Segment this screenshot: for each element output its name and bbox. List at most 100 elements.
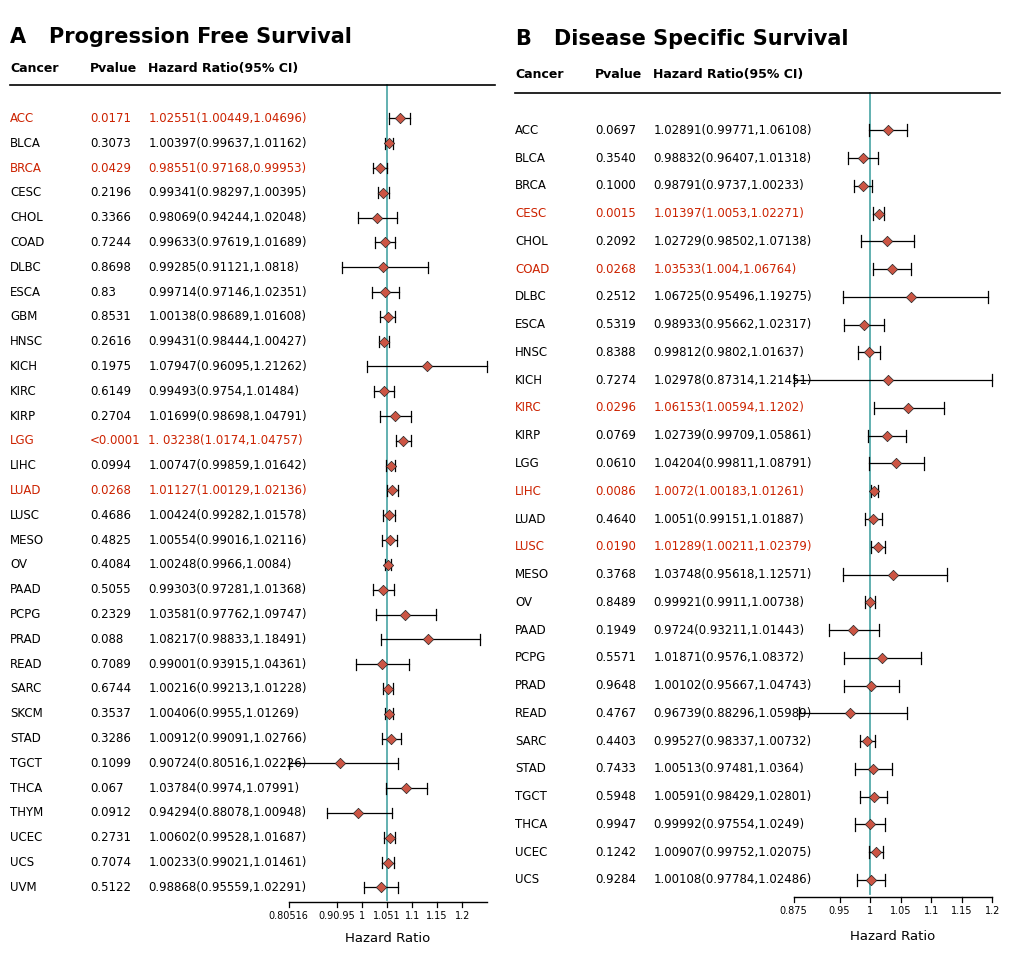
Text: CESC: CESC: [10, 186, 42, 199]
Text: 0.7089: 0.7089: [90, 658, 130, 670]
Point: [877, 428, 894, 443]
Text: LUAD: LUAD: [10, 484, 42, 497]
Text: 0.4767: 0.4767: [594, 707, 636, 720]
Text: 0.0015: 0.0015: [594, 207, 635, 220]
Text: 1.07947(0.96095,1.21262): 1.07947(0.96095,1.21262): [148, 360, 307, 373]
Text: Hazard Ratio(95% CI): Hazard Ratio(95% CI): [148, 62, 299, 76]
Text: 0.7074: 0.7074: [90, 856, 131, 869]
Text: 0.94294(0.88078,1.00948): 0.94294(0.88078,1.00948): [148, 807, 306, 820]
Text: SARC: SARC: [10, 683, 42, 695]
Text: 0.5571: 0.5571: [594, 651, 635, 665]
Point: [878, 123, 895, 138]
Text: 0.4084: 0.4084: [90, 558, 130, 572]
Point: [375, 582, 391, 597]
Text: 0.8531: 0.8531: [90, 311, 130, 323]
Text: 1.00513(0.97481,1.0364): 1.00513(0.97481,1.0364): [652, 762, 803, 776]
Point: [899, 400, 915, 415]
Text: KIRP: KIRP: [515, 430, 541, 442]
Text: 0.875: 0.875: [780, 906, 807, 917]
Text: SARC: SARC: [515, 735, 546, 748]
Text: 0.99431(0.98444,1.00427): 0.99431(0.98444,1.00427): [148, 335, 307, 348]
Text: 0.9284: 0.9284: [594, 874, 636, 886]
Point: [394, 433, 411, 449]
Text: 0.1975: 0.1975: [90, 360, 131, 373]
Point: [377, 285, 393, 300]
Point: [380, 507, 396, 523]
Text: 0.5055: 0.5055: [90, 583, 130, 596]
Text: Disease Specific Survival: Disease Specific Survival: [553, 29, 848, 49]
Text: LGG: LGG: [515, 457, 539, 470]
Text: THCA: THCA: [515, 818, 547, 830]
Text: ESCA: ESCA: [515, 318, 545, 331]
Point: [860, 344, 876, 360]
Text: 1.00248(0.9966,1.0084): 1.00248(0.9966,1.0084): [148, 558, 291, 572]
Text: 0.90.95: 0.90.95: [318, 911, 355, 921]
Text: MESO: MESO: [10, 533, 44, 547]
Text: 0.0429: 0.0429: [90, 161, 131, 175]
Point: [418, 359, 434, 374]
Text: 0.3286: 0.3286: [90, 732, 130, 745]
Text: LUSC: LUSC: [515, 540, 544, 553]
Text: 1: 1: [359, 911, 365, 921]
Text: 1.02978(0.87314,1.21451): 1.02978(0.87314,1.21451): [652, 374, 811, 386]
Point: [379, 557, 395, 573]
Text: 1.00102(0.95667,1.04743): 1.00102(0.95667,1.04743): [652, 679, 811, 692]
Text: 0.2092: 0.2092: [594, 235, 636, 247]
Text: 1. 03238(1.0174,1.04757): 1. 03238(1.0174,1.04757): [148, 434, 303, 448]
Text: READ: READ: [10, 658, 43, 670]
Text: 1.2: 1.2: [454, 911, 470, 921]
Text: Cancer: Cancer: [10, 62, 59, 76]
Text: 0.99285(0.91121,1.0818): 0.99285(0.91121,1.0818): [148, 261, 299, 273]
Text: 0.98551(0.97168,0.99953): 0.98551(0.97168,0.99953): [148, 161, 306, 175]
Text: STAD: STAD: [515, 762, 545, 776]
Text: 1.02739(0.99709,1.05861): 1.02739(0.99709,1.05861): [652, 430, 811, 442]
Text: 0.0171: 0.0171: [90, 112, 131, 125]
Text: BLCA: BLCA: [10, 137, 41, 150]
Point: [396, 607, 413, 622]
Text: 1.00602(0.99528,1.01687): 1.00602(0.99528,1.01687): [148, 831, 307, 844]
Text: 0.3768: 0.3768: [594, 568, 635, 581]
Text: COAD: COAD: [515, 263, 549, 275]
Text: LGG: LGG: [10, 434, 35, 448]
Text: 0.9947: 0.9947: [594, 818, 636, 830]
Point: [369, 210, 385, 225]
Text: 1.02891(0.99771,1.06108): 1.02891(0.99771,1.06108): [652, 124, 811, 137]
Point: [858, 734, 874, 749]
Text: 1.00554(0.99016,1.02116): 1.00554(0.99016,1.02116): [148, 533, 307, 547]
Point: [380, 135, 396, 151]
Text: B: B: [515, 29, 531, 49]
Text: 1.02729(0.98502,1.07138): 1.02729(0.98502,1.07138): [652, 235, 811, 247]
Text: 0.0268: 0.0268: [594, 263, 635, 275]
Point: [382, 458, 398, 474]
Point: [379, 681, 395, 696]
Text: 0.0697: 0.0697: [594, 124, 636, 137]
Text: 0.1000: 0.1000: [594, 179, 635, 193]
Text: 0.0086: 0.0086: [594, 484, 635, 498]
Text: DLBC: DLBC: [515, 291, 546, 303]
Text: 0.7244: 0.7244: [90, 236, 131, 249]
Text: KIRP: KIRP: [10, 409, 37, 423]
Text: 0.7433: 0.7433: [594, 762, 635, 776]
Text: 0.99714(0.97146,1.02351): 0.99714(0.97146,1.02351): [148, 286, 307, 298]
Text: BRCA: BRCA: [515, 179, 546, 193]
Text: 0.0912: 0.0912: [90, 807, 131, 820]
Text: 1.01289(1.00211,1.02379): 1.01289(1.00211,1.02379): [652, 540, 811, 553]
Text: DLBC: DLBC: [10, 261, 42, 273]
Text: PCPG: PCPG: [515, 651, 546, 665]
Point: [855, 317, 871, 333]
Text: 1.06153(1.00594,1.1202): 1.06153(1.00594,1.1202): [652, 402, 803, 414]
Text: 0.99921(0.9911,1.00738): 0.99921(0.9911,1.00738): [652, 596, 803, 609]
Text: 1.01699(0.98698,1.04791): 1.01699(0.98698,1.04791): [148, 409, 307, 423]
Text: 0.99303(0.97281,1.01368): 0.99303(0.97281,1.01368): [148, 583, 306, 596]
Text: UVM: UVM: [10, 881, 37, 894]
Text: OV: OV: [10, 558, 28, 572]
Point: [902, 290, 918, 305]
Text: 1.00406(0.9955,1.01269): 1.00406(0.9955,1.01269): [148, 707, 299, 720]
Text: 1.08217(0.98833,1.18491): 1.08217(0.98833,1.18491): [148, 633, 307, 645]
Text: MESO: MESO: [515, 568, 548, 581]
Text: ESCA: ESCA: [10, 286, 41, 298]
Point: [854, 178, 870, 194]
Text: 0.99992(0.97554,1.0249): 0.99992(0.97554,1.0249): [652, 818, 804, 830]
Point: [864, 761, 880, 777]
Text: 1.03581(0.97762,1.09747): 1.03581(0.97762,1.09747): [148, 608, 307, 621]
